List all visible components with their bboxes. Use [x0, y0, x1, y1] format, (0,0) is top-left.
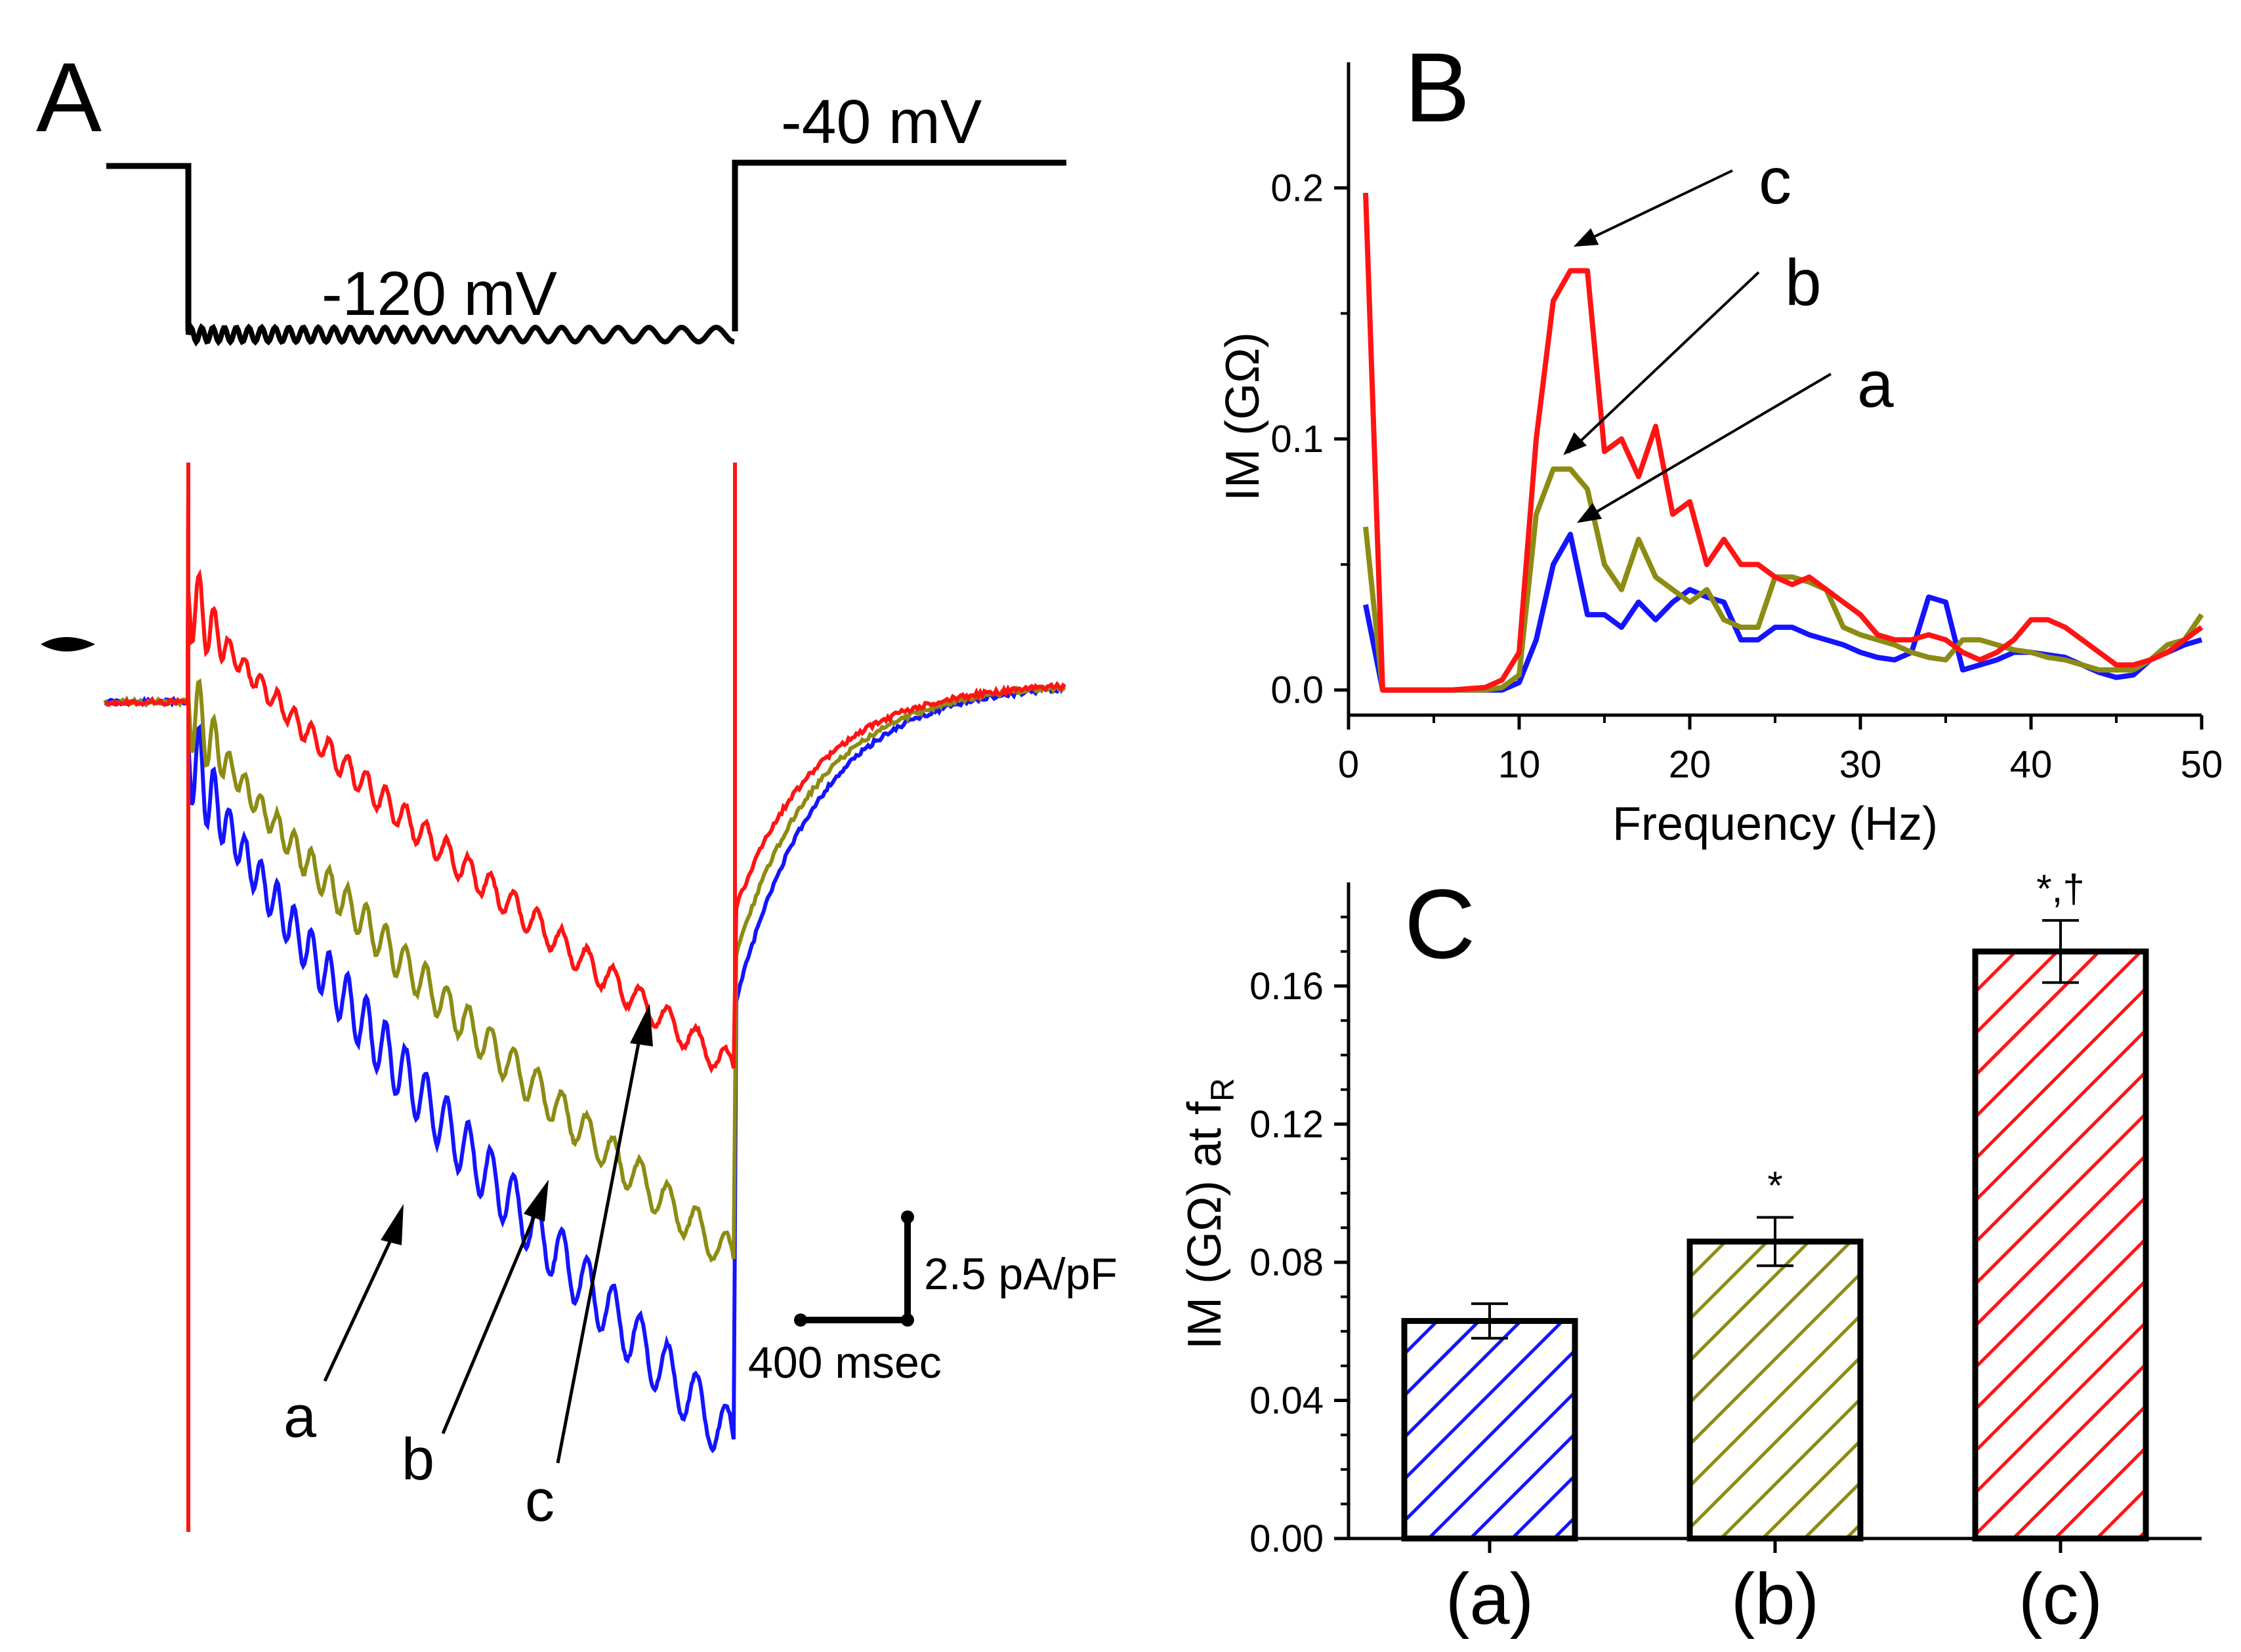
- panel-b-annotation-arrow-a: [1581, 373, 1832, 522]
- panel-b-annotation-label-c: c: [1759, 144, 1791, 218]
- panel-b-letter: B: [1404, 32, 1470, 142]
- panel-b: B 0 10 20 30 40 50 0.0 0.1 0.2 Frequency (Hz) IM…: [1217, 32, 2223, 850]
- panel-b-annotation-arrow-b: [1567, 271, 1760, 454]
- panel-c-bars: (a) (b) * (c) *,†: [1401, 867, 2149, 1640]
- panel-b-annotation-label-b: b: [1785, 246, 1822, 320]
- panel-c-y-axis-label: IM (GΩ) at fR: [1179, 1078, 1241, 1350]
- current-trace-c: [104, 485, 1066, 1074]
- voltage-protocol-hold-left: [106, 163, 192, 331]
- panel-b-annotation-arrowhead-a: [1577, 503, 1602, 523]
- scale-bar-current-label: 2.5 pA/pF: [924, 1249, 1118, 1299]
- step-voltage-label: -120 mV: [322, 259, 557, 329]
- panel-c-category-label-b: (b): [1731, 1559, 1819, 1640]
- panel-c-category-label-a: (a): [1446, 1559, 1534, 1640]
- current-trace-b: [103, 485, 1066, 1263]
- panel-b-y-tick-label: 0.0: [1270, 669, 1324, 712]
- panel-c-y-tick-label: 0.00: [1249, 1518, 1324, 1560]
- voltage-protocol-hold-right: [732, 159, 1066, 331]
- panel-b-annotation-arrow-c: [1578, 169, 1733, 245]
- panel-b-y-tick-label: 0.2: [1270, 167, 1324, 209]
- current-trace-a: [104, 485, 1066, 1454]
- panel-c-ticks: 0.00 0.04 0.08 0.12 0.16: [1249, 915, 1349, 1560]
- panel-b-annotations: cba: [1563, 144, 1894, 523]
- panel-b-x-tick-label: 50: [2181, 743, 2223, 786]
- panel-c-bar-a: [1401, 1317, 1578, 1542]
- trace-a-pointer: a: [283, 1204, 404, 1450]
- panel-b-x-tick-label: 10: [1498, 743, 1541, 786]
- panel-a: A -40 mV -120 mV a b c: [36, 42, 1118, 1534]
- panel-c-letter: C: [1404, 869, 1475, 979]
- panel-b-annotation-label-a: a: [1857, 348, 1894, 421]
- panel-b-series-b: [1363, 466, 2204, 693]
- trace-b-label: b: [402, 1427, 434, 1493]
- panel-c: C 0.00 0.04 0.08 0.12 0.16 (a) (b) * (c) *,† IM …: [1179, 867, 2202, 1640]
- panel-b-x-tick-label: 30: [1839, 743, 1882, 786]
- panel-c-y-tick-label: 0.08: [1249, 1241, 1324, 1284]
- panel-c-y-tick-label: 0.04: [1249, 1379, 1324, 1422]
- panel-c-significance-b: *: [1767, 1164, 1782, 1208]
- trace-c-pointer: c: [525, 1004, 653, 1534]
- trace-c-label: c: [525, 1468, 555, 1534]
- panel-c-category-label-c: (c): [2019, 1559, 2103, 1640]
- panel-c-y-axis-label-main: IM (GΩ) at f: [1179, 1101, 1231, 1350]
- panel-c-y-tick-label: 0.16: [1249, 965, 1324, 1008]
- panel-a-letter: A: [36, 42, 102, 152]
- panel-b-y-axis-label: IM (GΩ): [1217, 332, 1269, 501]
- panel-b-x-tick-label: 0: [1338, 743, 1359, 786]
- panel-b-x-tick-label: 20: [1669, 743, 1711, 786]
- panel-b-series-c: [1363, 192, 2204, 693]
- trace-b-pointer: b: [402, 1180, 549, 1493]
- trace-a-label: a: [283, 1384, 317, 1450]
- panel-c-bar-c: [1972, 948, 2149, 1542]
- voltage-protocol-oscillation: [186, 322, 735, 347]
- scale-bar-time-label: 400 msec: [748, 1338, 942, 1388]
- panel-c-y-tick-label: 0.12: [1249, 1103, 1324, 1146]
- panel-b-ticks: 0 10 20 30 40 50 0.0 0.1 0.2: [1270, 167, 2223, 786]
- panel-b-x-tick-label: 40: [2010, 743, 2053, 786]
- panel-b-y-tick-label: 0.1: [1270, 418, 1324, 461]
- panel-b-series-a: [1363, 531, 2203, 693]
- panel-b-annotation-arrowhead-c: [1573, 228, 1599, 247]
- panel-b-x-axis-label: Frequency (Hz): [1612, 798, 1938, 850]
- panel-b-annotation-arrowhead-b: [1563, 432, 1587, 455]
- hold-voltage-label: -40 mV: [781, 87, 982, 157]
- zero-current-arrowhead-icon: [41, 637, 95, 651]
- panel-c-bar-b: [1686, 1238, 1864, 1542]
- panel-c-significance-c: *,†: [2036, 867, 2084, 911]
- panel-b-series: [1363, 192, 2204, 693]
- panel-c-y-axis-label-subscript: R: [1204, 1078, 1241, 1102]
- scale-bar: 2.5 pA/pF 400 msec: [748, 1210, 1118, 1388]
